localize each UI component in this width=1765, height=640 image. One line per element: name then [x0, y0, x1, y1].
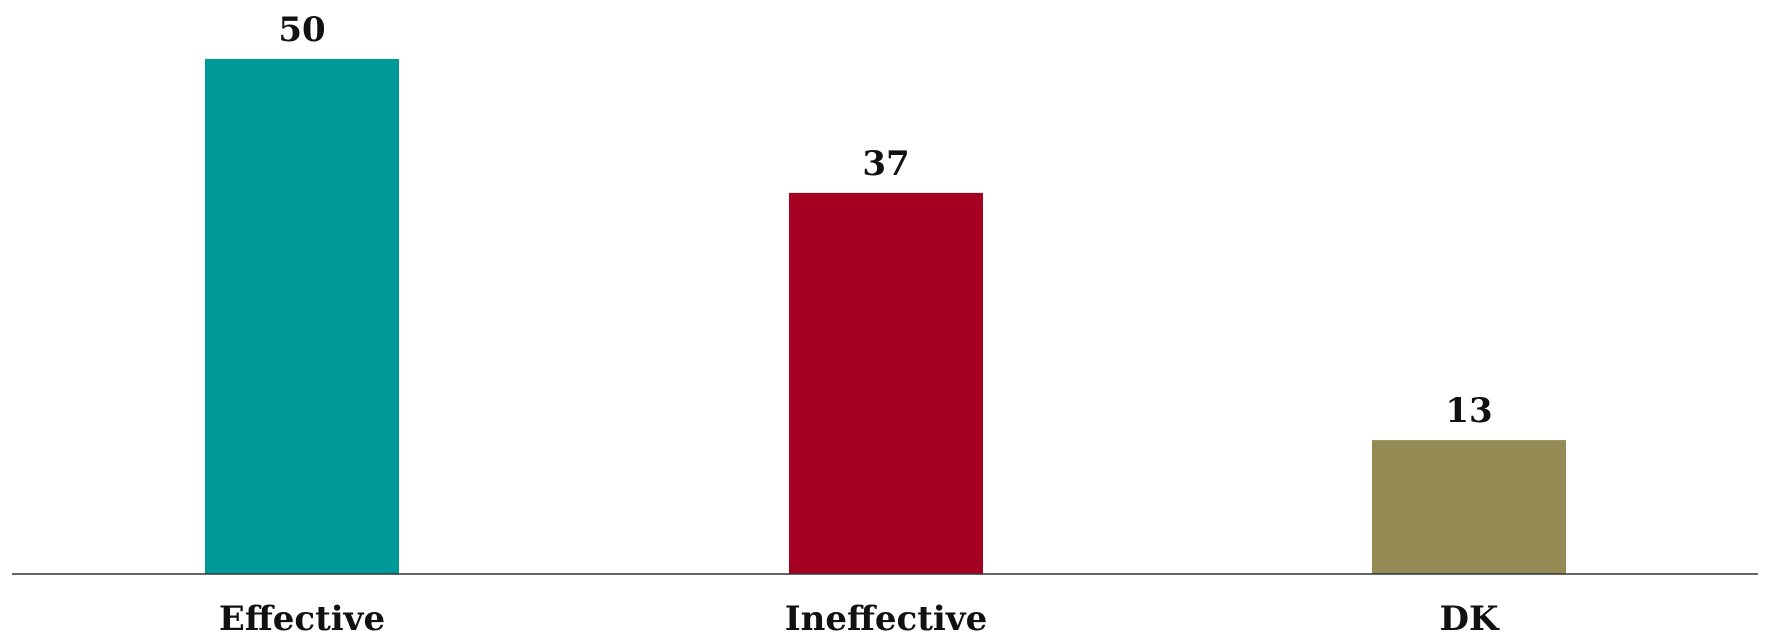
data-label-dk: 13 — [1445, 391, 1492, 431]
category-label-ineffective: Ineffective — [785, 599, 988, 636]
data-label-ineffective: 37 — [862, 144, 909, 184]
bar-ineffective — [789, 192, 983, 574]
category-labels-group: Effective Ineffective DK — [219, 599, 1500, 639]
bar-dk — [1372, 440, 1566, 574]
bar-effective — [205, 59, 399, 574]
category-label-dk: DK — [1439, 599, 1499, 636]
data-label-effective: 50 — [278, 10, 325, 50]
value-labels-group: 50 37 13 — [278, 10, 1492, 431]
bars-group — [205, 59, 1566, 574]
category-label-effective: Effective — [219, 599, 385, 636]
